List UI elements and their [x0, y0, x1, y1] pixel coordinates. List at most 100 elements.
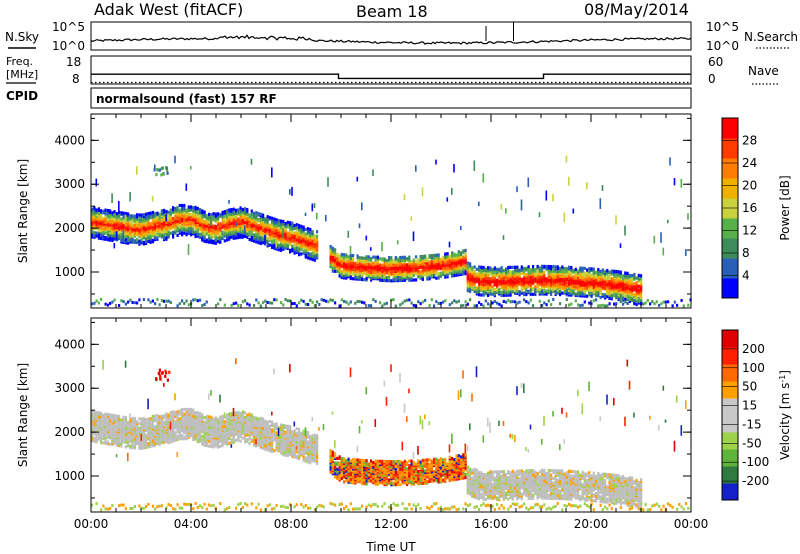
range-cell: [208, 439, 211, 444]
range-cell: [604, 270, 607, 274]
range-cell: [383, 302, 386, 306]
range-cell: [550, 303, 553, 307]
range-cell: [113, 213, 116, 217]
range-cell: [500, 304, 503, 308]
range-cell: [514, 300, 517, 304]
range-cell: [147, 442, 150, 446]
range-cell: [232, 229, 235, 233]
range-cell: [196, 230, 199, 234]
range-cell: [529, 298, 532, 302]
range-cell: [500, 266, 503, 270]
range-cell: [183, 407, 186, 412]
range-cell: [502, 281, 505, 285]
range-cell: [129, 506, 132, 510]
range-cell: [203, 420, 206, 424]
range-cell: [586, 182, 588, 190]
range-cell: [192, 507, 195, 511]
range-cell: [187, 411, 190, 415]
range-cell: [102, 209, 105, 213]
range-cell: [187, 407, 190, 412]
range-cell: [482, 290, 485, 294]
range-cell: [579, 266, 582, 270]
range-cell: [356, 300, 359, 303]
range-cell: [538, 269, 541, 273]
range-cell: [547, 283, 550, 287]
range-cell: [115, 215, 118, 219]
range-cell: [280, 301, 283, 305]
range-cell: [165, 440, 168, 444]
range-cell: [255, 211, 258, 215]
range-cell: [138, 213, 141, 217]
range-cell: [527, 289, 530, 293]
range-cell: [291, 186, 293, 196]
range-cell: [145, 212, 148, 216]
range-cell: [498, 287, 501, 291]
range-cell: [437, 253, 440, 257]
nsky-trace: [90, 34, 692, 45]
range-cell: [284, 298, 287, 301]
range-cell: [140, 218, 143, 222]
range-cell: [199, 222, 202, 226]
range-cell: [482, 265, 485, 270]
range-cell: [383, 257, 386, 261]
range-cell: [498, 272, 501, 276]
range-cell: [295, 229, 298, 233]
range-cell: [637, 296, 640, 300]
range-cell: [570, 290, 573, 294]
range-cell: [187, 434, 190, 438]
range-cell: [199, 504, 202, 508]
range-cell: [406, 257, 409, 261]
range-cell: [264, 226, 267, 230]
range-cell: [331, 246, 334, 250]
range-cell: [196, 217, 199, 221]
range-cell: [131, 441, 134, 445]
range-cell: [304, 227, 307, 231]
range-cell: [124, 235, 127, 239]
range-cell: [133, 214, 136, 218]
power-ylabel: Slant Range [km]: [16, 159, 30, 263]
range-cell: [194, 501, 197, 505]
range-cell: [448, 303, 451, 307]
range-cell: [140, 213, 143, 217]
colorbar-segment: [722, 158, 738, 179]
range-cell: [190, 166, 192, 170]
range-cell: [253, 238, 256, 242]
range-cell: [568, 276, 571, 280]
range-cell: [163, 215, 166, 219]
range-cell: [628, 273, 631, 277]
range-cell: [608, 276, 611, 281]
range-cell: [156, 435, 159, 439]
range-cell: [122, 300, 125, 304]
range-cell: [167, 213, 170, 222]
range-cell: [347, 262, 350, 267]
range-cell: [345, 300, 348, 304]
range-cell: [370, 247, 372, 251]
range-cell: [579, 288, 582, 292]
range-cell: [235, 236, 238, 240]
range-cell: [491, 268, 494, 272]
range-cell: [174, 211, 177, 215]
range-cell: [631, 274, 634, 278]
freq-tick-18: 18: [66, 55, 81, 69]
range-cell: [568, 270, 571, 274]
range-cell: [221, 230, 224, 235]
range-cell: [577, 280, 580, 284]
range-cell: [642, 302, 645, 306]
range-cell: [295, 223, 298, 227]
range-cell: [489, 272, 492, 276]
range-cell: [419, 302, 422, 306]
range-cell: [390, 256, 393, 260]
range-cell: [174, 507, 177, 511]
nsky-spikes: [485, 22, 514, 41]
range-cell: [453, 269, 456, 273]
range-cell: [138, 437, 141, 441]
range-cell: [142, 240, 145, 244]
range-cell: [293, 248, 296, 252]
range-cell: [253, 216, 256, 220]
range-cell: [257, 219, 260, 223]
range-cell: [147, 221, 150, 225]
range-cell: [158, 415, 161, 419]
range-cell: [280, 221, 283, 225]
range-cell: [145, 421, 148, 425]
